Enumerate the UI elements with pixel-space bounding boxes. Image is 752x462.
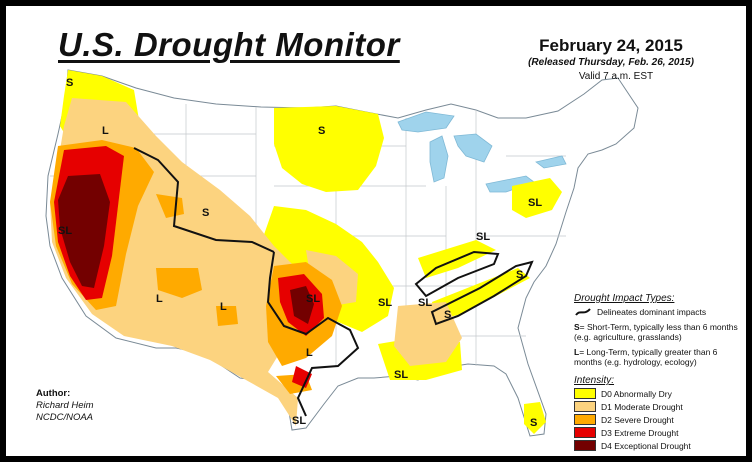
short-term-note: S= Short-Term, typically less than 6 mon…: [574, 322, 746, 342]
d3-swatch: [574, 427, 596, 438]
drought-map-panel: S L S SL S L L SL L SL SL S SL SL SL S S…: [6, 6, 746, 456]
us-map: S L S SL S L L SL L SL SL S SL SL SL S S…: [45, 69, 639, 437]
map-label: L: [220, 301, 227, 313]
map-labels: S L S SL S L L SL L SL SL S SL SL SL S S…: [58, 77, 542, 429]
d2-swatch: [574, 414, 596, 425]
map-label: S: [318, 125, 325, 137]
d0-swatch: [574, 388, 596, 399]
intensity-heading: Intensity:: [574, 375, 615, 386]
map-label: SL: [418, 297, 432, 309]
short-term-text: = Short-Term, typically less than 6 mont…: [574, 322, 738, 342]
map-label: SL: [378, 297, 392, 309]
intensity-label: D1 Moderate Drought: [601, 401, 683, 412]
intensity-label: D4 Exceptional Drought: [601, 440, 691, 451]
map-label: L: [102, 125, 109, 137]
d4-swatch: [574, 440, 596, 451]
delineation-key: Delineates dominant impacts: [574, 307, 746, 317]
map-date: February 24, 2015: [539, 36, 683, 55]
map-label: S: [66, 77, 73, 89]
intensity-item: D1 Moderate Drought: [574, 401, 746, 412]
map-label: S: [444, 309, 451, 321]
intensity-item: D2 Severe Drought: [574, 414, 746, 425]
valid-time: Valid 7 a.m. EST: [578, 71, 654, 82]
map-label: SL: [58, 225, 72, 237]
long-term-text: = Long-Term, typically greater than 6 mo…: [574, 347, 718, 367]
map-label: SL: [292, 415, 306, 427]
page-title: U.S. Drought Monitor: [58, 26, 400, 63]
delineation-text: Delineates dominant impacts: [597, 307, 707, 317]
author-heading: Author:: [36, 388, 71, 399]
long-term-note: L= Long-Term, typically greater than 6 m…: [574, 347, 746, 367]
map-label: L: [306, 347, 313, 359]
delineation-line-icon: [575, 308, 591, 316]
author-block: Author: Richard Heim NCDC/NOAA: [36, 388, 94, 424]
map-label: SL: [394, 369, 408, 381]
map-label: S: [530, 417, 537, 429]
impact-lines: [133, 147, 534, 417]
legend: Drought Impact Types: Delineates dominan…: [574, 293, 746, 453]
intensity-label: D3 Extreme Drought: [601, 427, 679, 438]
map-label: S: [202, 207, 209, 219]
intensity-label: D2 Severe Drought: [601, 414, 674, 425]
short-term-key: S: [574, 322, 580, 332]
intensity-item: D4 Exceptional Drought: [574, 440, 746, 451]
release-note: (Released Thursday, Feb. 26, 2015): [528, 57, 694, 68]
great-lakes: [397, 111, 567, 193]
author-org: NCDC/NOAA: [36, 412, 94, 423]
intensity-label: D0 Abnormally Dry: [601, 388, 672, 399]
author-name: Richard Heim: [36, 400, 94, 411]
impact-types-heading: Drought Impact Types:: [574, 293, 675, 304]
map-label: S: [516, 269, 523, 281]
intensity-item: D3 Extreme Drought: [574, 427, 746, 438]
drought-d4: [58, 174, 314, 324]
map-label: SL: [476, 231, 490, 243]
intensity-item: D0 Abnormally Dry: [574, 388, 746, 399]
d1-swatch: [574, 401, 596, 412]
map-label: L: [156, 293, 163, 305]
map-label: SL: [306, 293, 320, 305]
map-label: SL: [528, 197, 542, 209]
long-term-key: L: [574, 347, 580, 357]
